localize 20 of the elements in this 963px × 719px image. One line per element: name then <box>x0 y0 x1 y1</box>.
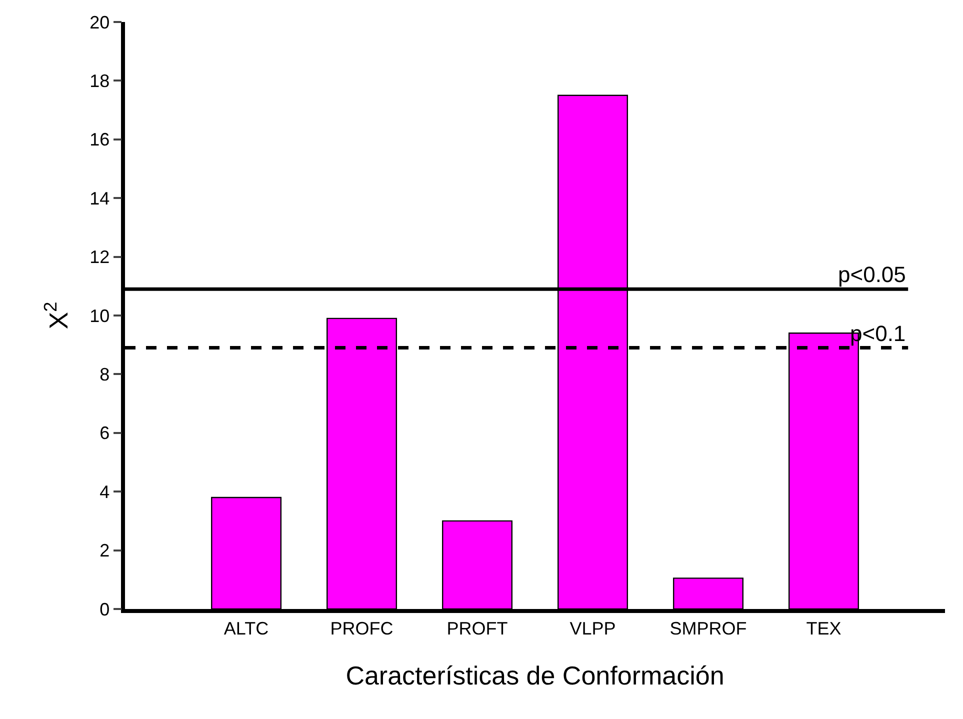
y-tick-label: 6 <box>100 423 110 444</box>
y-tick-label: 14 <box>90 188 110 208</box>
ref-line-label: p<0.1 <box>850 321 906 346</box>
x-tick-label: PROFC <box>330 618 394 638</box>
y-tick-label: 10 <box>90 306 110 326</box>
x-axis-title: Características de Conformación <box>346 660 724 691</box>
y-tick-label: 0 <box>100 599 110 620</box>
x-tick-label: TEX <box>806 618 842 638</box>
y-tick-label: 18 <box>90 71 110 91</box>
x-tick-label: ALTC <box>224 618 269 638</box>
ref-line-label: p<0.05 <box>838 262 906 287</box>
y-tick-label: 2 <box>100 540 110 561</box>
x-tick-label: VLPP <box>570 618 616 638</box>
y-tick-label: 8 <box>100 364 110 384</box>
y-tick-label: 4 <box>100 482 110 502</box>
y-tick-label: 20 <box>90 12 110 32</box>
x-tick-label: SMPROF <box>670 618 747 638</box>
y-tick-label: 12 <box>90 247 110 268</box>
x-tick-label: PROFT <box>446 618 508 638</box>
y-tick-label: 16 <box>90 130 110 150</box>
